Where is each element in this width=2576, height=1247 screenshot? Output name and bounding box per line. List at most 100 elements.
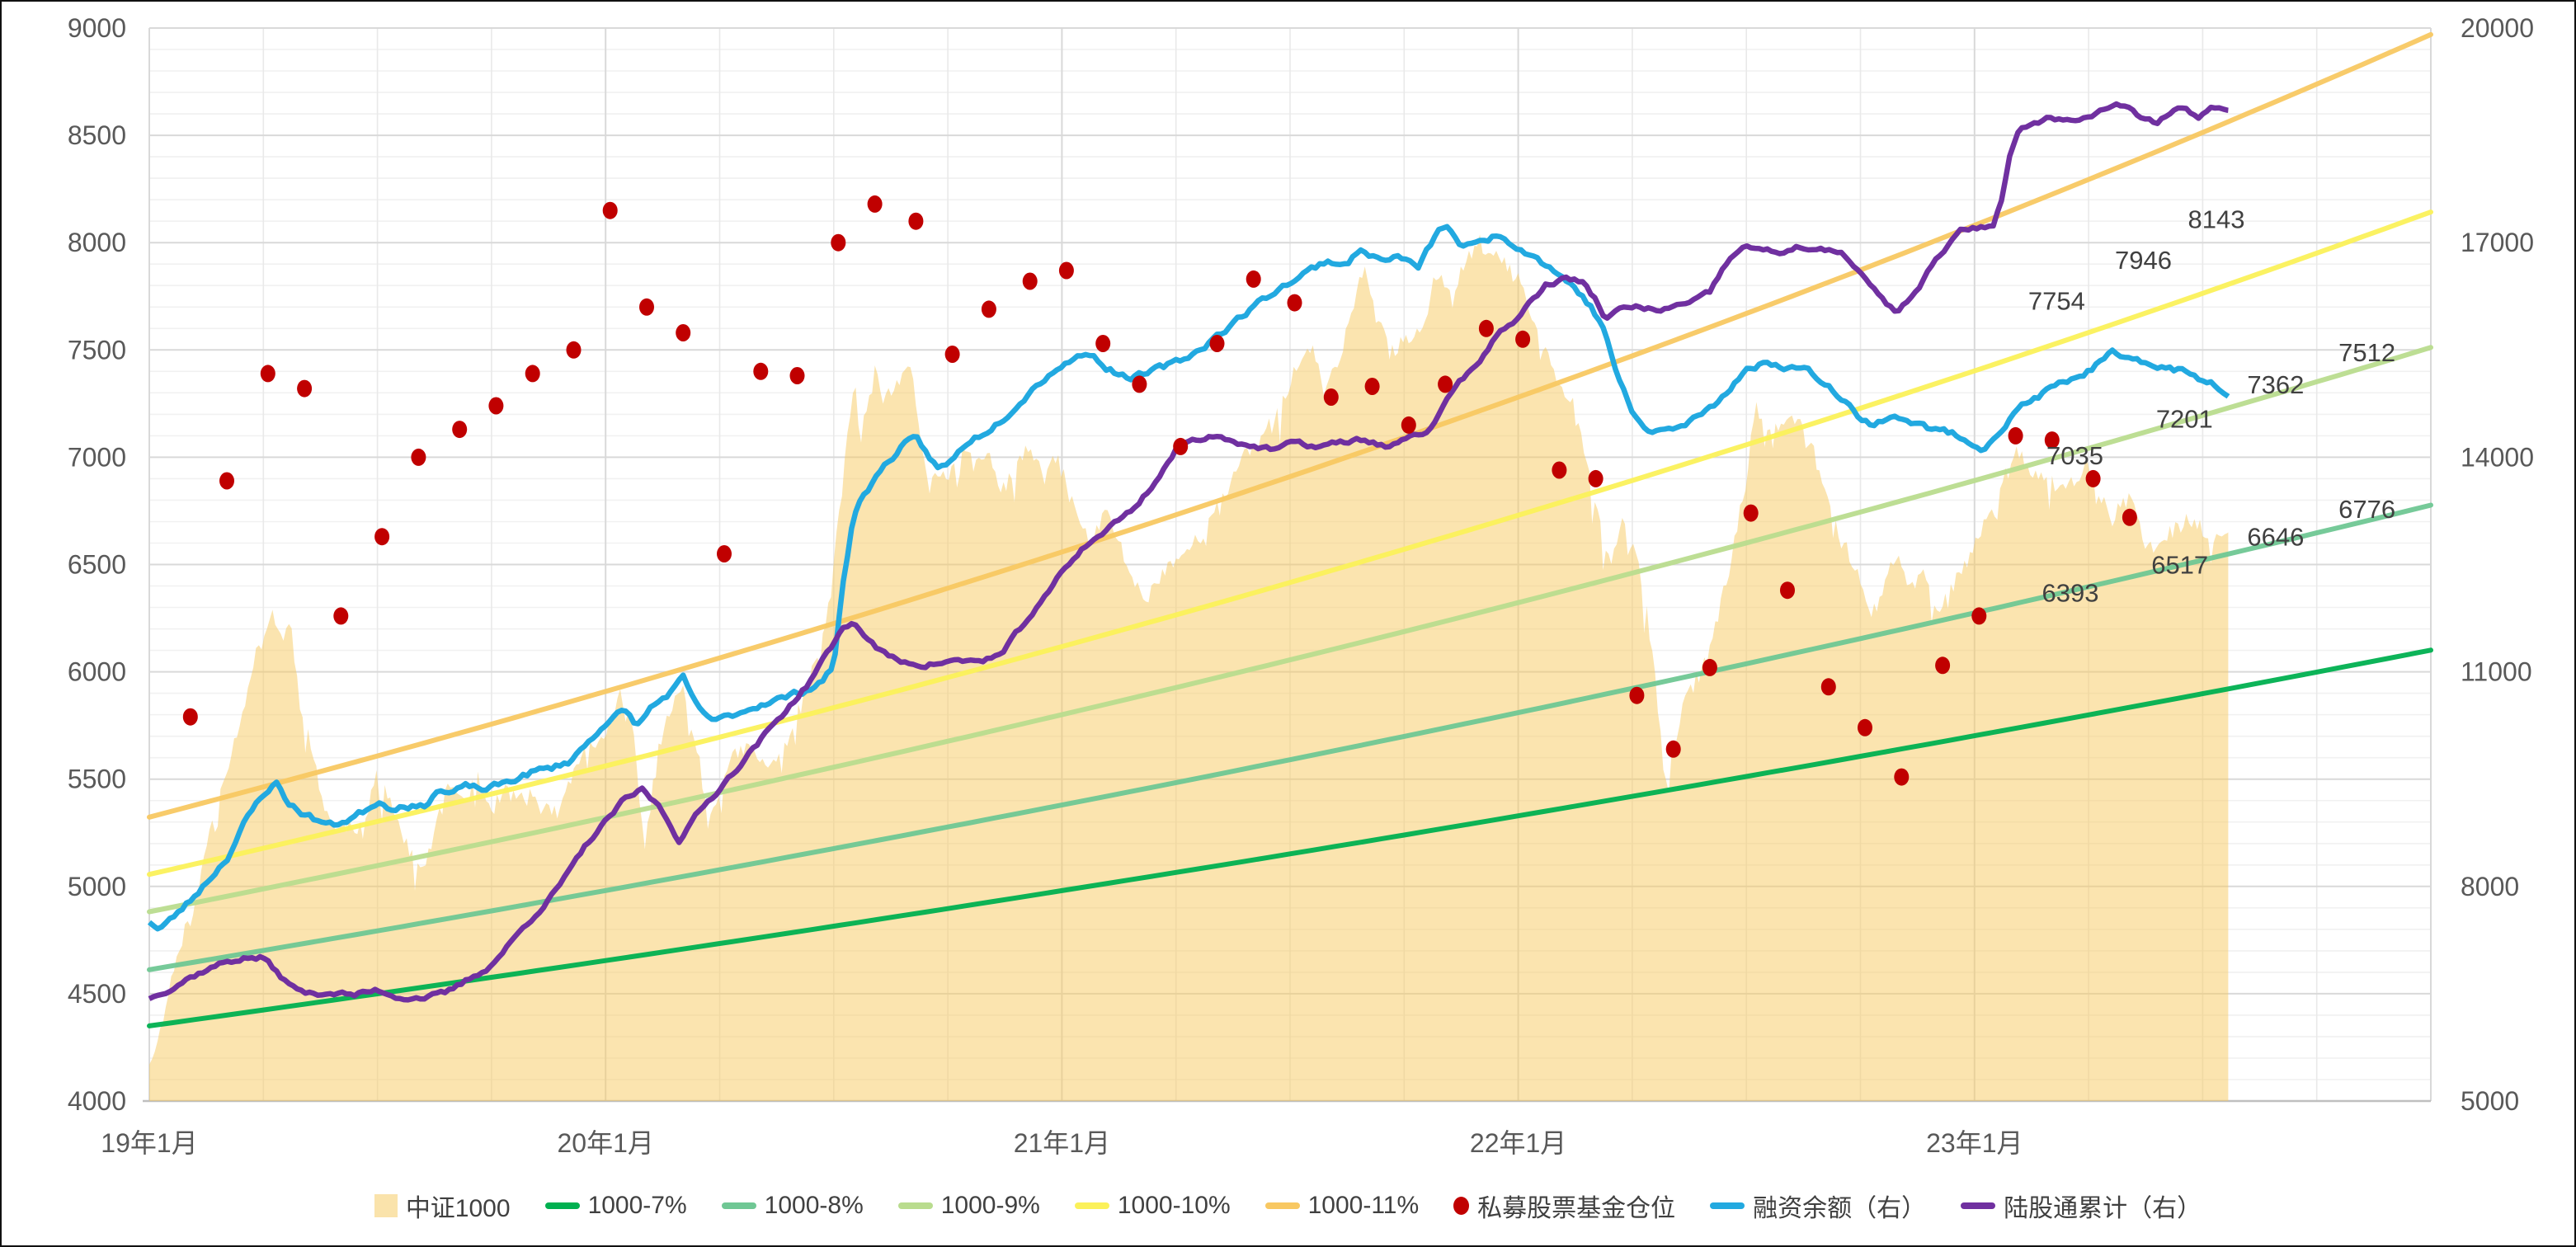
legend-swatch <box>1453 1197 1470 1215</box>
legend-item-1000-7%: 1000-7% <box>544 1192 687 1220</box>
left-axis-tick: 4000 <box>68 1086 126 1116</box>
legend-label: 陆股通累计（右） <box>2004 1195 2202 1222</box>
dot-fund-position <box>1246 270 1261 288</box>
left-axis-tick: 4500 <box>68 979 126 1009</box>
chart-legend: 中证1000 1000-7% 1000-8% 1000-9% 1000-10% 1000-… <box>2 1188 2574 1224</box>
left-axis-tick: 6500 <box>68 550 126 580</box>
legend-item-中证1000: 中证1000 <box>374 1188 511 1224</box>
legend-label: 1000-11% <box>1307 1192 1420 1219</box>
legend-item-融资余额（右）: 融资余额（右） <box>1710 1188 1926 1224</box>
right-axis-tick: 5000 <box>2461 1086 2519 1116</box>
legend-swatch <box>721 1202 756 1209</box>
x-axis-tick: 21年1月 <box>1014 1128 1110 1158</box>
legend-swatch <box>1074 1202 1109 1209</box>
left-axis-tick: 9000 <box>68 13 126 43</box>
dot-fund-position <box>1022 272 1038 290</box>
dot-fund-position <box>1364 378 1380 395</box>
dot-fund-position <box>219 472 234 490</box>
trend-label-7512: 7512 <box>2338 338 2395 367</box>
x-axis-tick: 20年1月 <box>557 1128 653 1158</box>
trend-label-6776: 6776 <box>2338 495 2395 524</box>
dot-fund-position <box>2008 426 2023 445</box>
legend-item-1000-8%: 1000-8% <box>721 1192 864 1220</box>
legend-label: 1000-10% <box>1117 1192 1231 1219</box>
legend-item-1000-11%: 1000-11% <box>1264 1192 1420 1220</box>
dot-fund-position <box>297 379 313 398</box>
left-axis-tick: 6000 <box>68 657 126 687</box>
x-axis-tick: 22年1月 <box>1470 1128 1566 1158</box>
dot-fund-position <box>639 298 654 316</box>
x-axis-tick: 23年1月 <box>1926 1128 2023 1158</box>
series-blue_line <box>147 224 2230 932</box>
dot-fund-position <box>981 300 996 318</box>
trend-line-1000-7% <box>147 647 2433 1028</box>
dot-fund-position <box>1438 375 1453 393</box>
legend-item-1000-9%: 1000-9% <box>897 1192 1040 1220</box>
trend-label-8143: 8143 <box>2188 205 2245 234</box>
dot-fund-position <box>1478 319 1494 337</box>
dot-fund-position <box>1588 469 1604 487</box>
dot-fund-position <box>1894 768 1910 786</box>
dot-fund-position <box>1971 607 1987 625</box>
legend-item-1000-10%: 1000-10% <box>1074 1192 1231 1220</box>
legend-label: 1000-7% <box>587 1192 687 1219</box>
dot-fund-position <box>1665 740 1681 758</box>
right-axis-tick: 8000 <box>2461 872 2519 901</box>
legend-swatch <box>897 1202 933 1209</box>
dot-fund-position <box>908 212 924 230</box>
dot-fund-position <box>182 708 198 726</box>
legend-label: 私募股票基金仓位 <box>1477 1195 1676 1222</box>
trend-line-1000-10% <box>147 209 2433 878</box>
legend-label: 融资余额（右） <box>1753 1195 1927 1222</box>
dot-fund-position <box>452 421 468 439</box>
left-axis-tick: 8500 <box>68 120 126 150</box>
dot-fund-position <box>2085 469 2101 487</box>
right-axis-tick: 14000 <box>2461 442 2534 472</box>
dot-fund-position <box>1323 388 1339 406</box>
dot-fund-position <box>1935 656 1951 675</box>
dot-fund-position <box>676 324 691 341</box>
right-axis-tick: 20000 <box>2461 13 2534 43</box>
dot-fund-position <box>1743 504 1759 522</box>
dot-fund-position <box>1552 461 1567 479</box>
legend-swatch <box>1264 1202 1300 1209</box>
dot-fund-position <box>411 448 426 466</box>
legend-item-私募股票基金仓位: 私募股票基金仓位 <box>1453 1188 1675 1224</box>
x-axis-tick: 19年1月 <box>101 1128 197 1158</box>
dot-fund-position <box>1515 330 1531 348</box>
series-purple_line <box>148 101 2230 1003</box>
dot-fund-position <box>1287 294 1302 312</box>
trend-label-7946: 7946 <box>2115 246 2172 275</box>
dot-fund-position <box>260 365 275 383</box>
legend-swatch <box>1961 1202 1996 1209</box>
dot-fund-position <box>488 397 504 415</box>
dot-fund-position <box>1780 581 1795 600</box>
dot-fund-position <box>1173 437 1189 455</box>
dot-fund-position <box>333 607 349 625</box>
dot-fund-position <box>1058 261 1074 280</box>
dot-fund-position <box>374 528 390 546</box>
trend-label-7201: 7201 <box>2156 405 2213 434</box>
dot-fund-position <box>789 367 805 384</box>
series-area-csi1000 <box>149 234 2229 1101</box>
right-axis-tick: 11000 <box>2461 657 2532 687</box>
chart-canvas: 6393 6517 6646 6776 7035 7201 7362 7512 7754 7946… <box>68 13 2534 1158</box>
trend-line-1000-8% <box>147 502 2433 972</box>
dot-fund-position <box>1095 335 1111 352</box>
dot-fund-position <box>1209 335 1225 352</box>
dot-fund-position <box>753 362 769 380</box>
dot-fund-position <box>1401 416 1416 434</box>
legend-swatch <box>544 1202 580 1209</box>
left-axis-tick: 8000 <box>68 228 126 257</box>
left-axis-tick: 7500 <box>68 335 126 365</box>
trend-line-1000-11% <box>147 31 2433 820</box>
trend-label-6393: 6393 <box>2042 578 2099 607</box>
dot-fund-position <box>717 545 732 562</box>
left-axis-tick: 7000 <box>68 442 126 472</box>
legend-swatch <box>1710 1202 1745 1209</box>
dot-fund-position <box>1820 678 1836 696</box>
dot-fund-position <box>1702 658 1717 676</box>
trend-line-1000-9% <box>147 345 2433 915</box>
trend-label-7035: 7035 <box>2046 441 2103 470</box>
